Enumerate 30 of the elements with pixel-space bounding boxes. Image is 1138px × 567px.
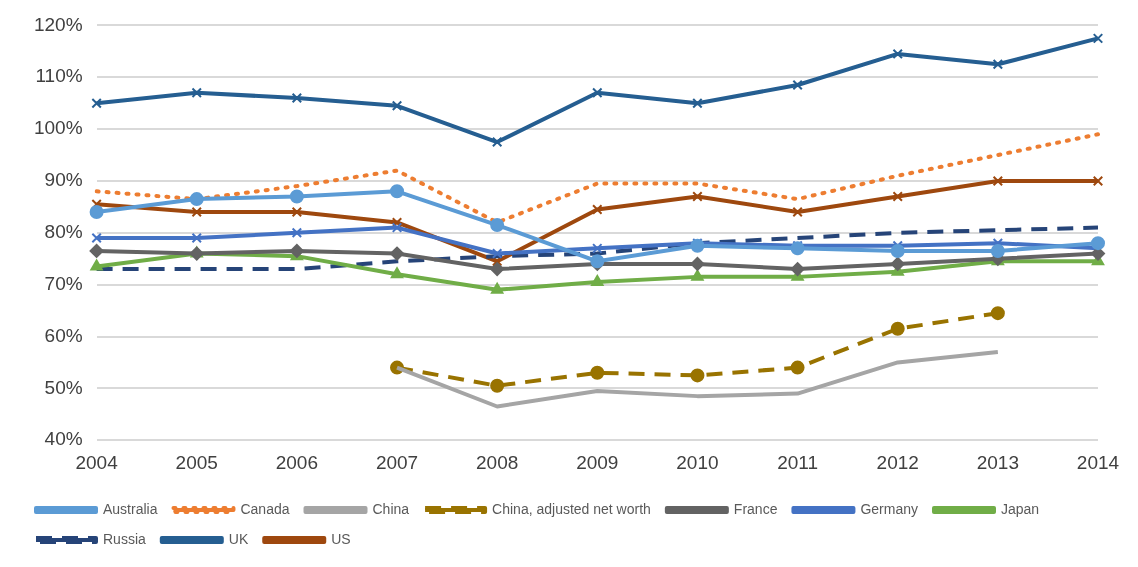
y-tick-label: 40% <box>44 428 83 450</box>
legend-label: US <box>331 530 351 547</box>
x-tick-label: 2007 <box>375 451 419 473</box>
legend-label: France <box>733 500 778 517</box>
y-tick-label: 50% <box>44 376 83 398</box>
legend-label: Germany <box>860 500 918 517</box>
x-tick-label: 2006 <box>275 451 319 473</box>
y-tick-label: 110% <box>35 65 83 87</box>
y-tick-label: 70% <box>44 272 83 294</box>
y-tick-label: 80% <box>44 221 83 243</box>
legend-label: China <box>372 500 410 517</box>
x-tick-label: 2012 <box>876 451 919 473</box>
x-tick-label: 2004 <box>75 451 119 473</box>
x-tick-label: 2010 <box>676 451 719 473</box>
x-tick-label: 2011 <box>777 451 819 473</box>
x-tick-label: 2005 <box>175 451 218 473</box>
x-tick-label: 2009 <box>576 451 619 473</box>
y-tick-label: 120% <box>33 13 83 35</box>
y-tick-label: 60% <box>44 324 83 346</box>
legend-label: UK <box>228 530 249 547</box>
legend-label: Canada <box>240 500 290 517</box>
x-tick-label: 2014 <box>1076 451 1120 473</box>
x-tick-label: 2008 <box>476 451 519 473</box>
y-tick-label: 90% <box>44 169 83 191</box>
legend-label: Russia <box>103 530 147 547</box>
x-tick-label: 2013 <box>976 451 1019 473</box>
legend-label: Japan <box>1001 500 1040 517</box>
legend-label: China, adjusted net worth <box>492 500 651 517</box>
y-tick-label: 100% <box>33 117 83 139</box>
legend-label: Australia <box>103 500 158 517</box>
